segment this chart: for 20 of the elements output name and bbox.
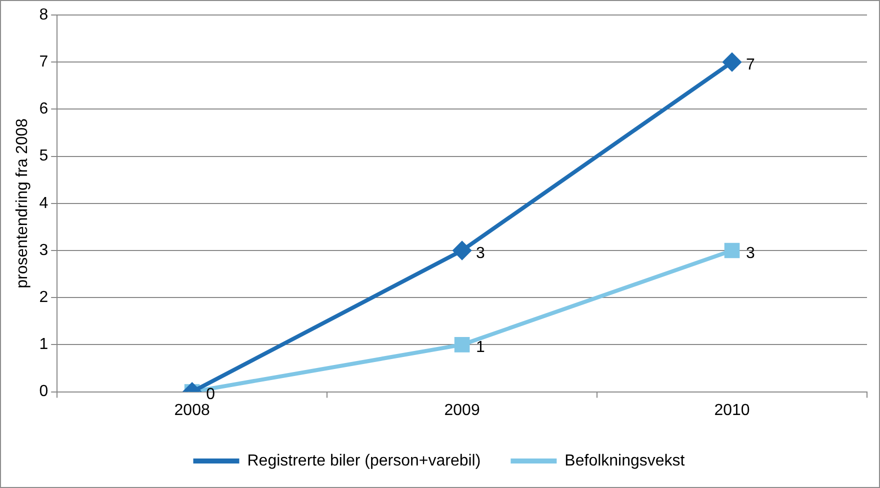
y-axis-title: prosentendring fra 2008: [14, 118, 32, 288]
x-tick-label: 2008: [174, 402, 210, 419]
data-label: 3: [476, 244, 486, 262]
data-label: 0: [206, 386, 216, 404]
y-tick-label: 2: [39, 289, 48, 306]
legend-label: Registrerte biler (person+varebil): [247, 452, 481, 470]
y-tick-label: 8: [39, 6, 48, 24]
y-tick-label: 6: [39, 100, 48, 118]
data-label: 7: [746, 56, 756, 74]
y-tick-label: 7: [39, 54, 48, 71]
x-tick-label: 2010: [714, 402, 750, 419]
y-tick-label: 5: [39, 148, 48, 165]
data-label: 1: [476, 339, 486, 356]
legend-label: Befolkningsvekst: [564, 452, 686, 470]
x-tick-label: 2009: [444, 402, 480, 419]
y-tick-label: 1: [39, 336, 48, 354]
y-tick-label: 3: [39, 242, 48, 259]
data-label: 3: [746, 244, 756, 262]
y-tick-label: 4: [39, 194, 48, 212]
y-tick-label: 0: [39, 383, 48, 400]
